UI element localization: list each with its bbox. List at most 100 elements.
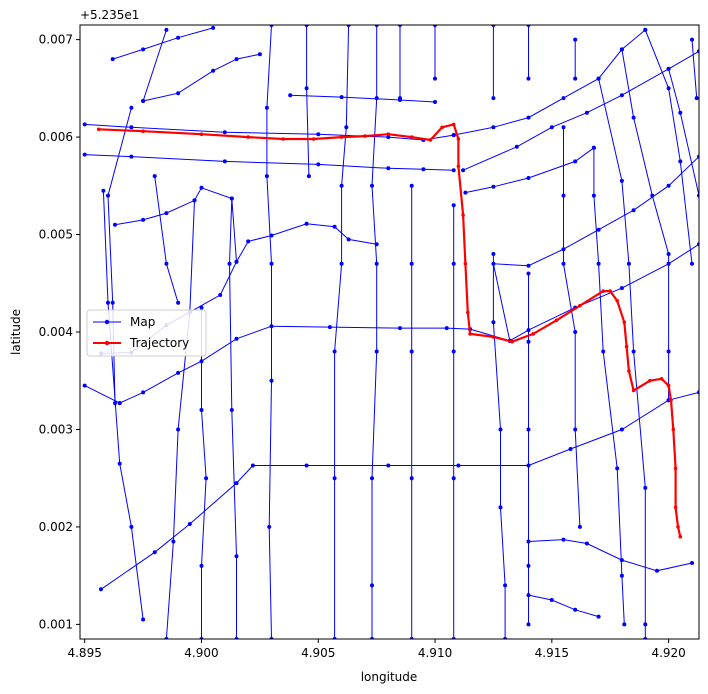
- map-node-10-6: [386, 463, 391, 468]
- map-road-segment-27: [371, 25, 378, 639]
- map-node-35-0: [526, 271, 531, 276]
- trajectory-point-4: [281, 137, 286, 141]
- map-road-segment-2: [112, 27, 214, 60]
- map-node-7-4: [332, 224, 337, 229]
- map-road-segment-17: [492, 156, 699, 341]
- map-node-43-0: [690, 37, 694, 42]
- map-node-31-1: [451, 261, 456, 266]
- map-node-38-3: [601, 349, 606, 354]
- map-node-1-6: [451, 168, 456, 173]
- x-axis-ticks: 4.895 4.900 4.905 4.910 4.915 4.920: [67, 639, 686, 660]
- map-node-20-1: [164, 261, 169, 266]
- map-node-31-2: [451, 349, 456, 354]
- map-node-10-3: [234, 481, 239, 486]
- trajectory-point-22: [554, 318, 559, 323]
- map-node-25-2: [306, 174, 311, 179]
- legend-map-marker: [104, 319, 110, 325]
- map-node-26-1: [344, 125, 349, 130]
- map-node-20-0: [152, 174, 157, 179]
- map-node-0-0: [82, 122, 87, 127]
- map-node-36-3: [573, 330, 578, 334]
- map-road-segment-12: [528, 539, 693, 572]
- trajectory-point-6: [339, 135, 344, 139]
- map-node-38-5: [619, 573, 624, 578]
- map-node-26-2: [339, 183, 344, 188]
- map-node-40-4: [666, 349, 671, 354]
- map-node-38-2: [596, 261, 601, 266]
- map-node-33-0: [491, 252, 496, 256]
- map-node-41-0: [643, 27, 648, 32]
- map-node-40-3: [666, 252, 671, 256]
- trajectory-point-19: [491, 335, 496, 339]
- map-node-12-1: [561, 537, 566, 542]
- map-node-3-4: [257, 52, 262, 57]
- map-node-33-3: [498, 505, 503, 510]
- map-node-35-1: [526, 339, 531, 344]
- map-node-31-0: [451, 203, 456, 208]
- map-node-7-3: [304, 221, 309, 226]
- map-node-21-3: [171, 539, 176, 544]
- map-node-41-2: [678, 159, 683, 164]
- map-node-10-4: [250, 463, 255, 468]
- map-node-13-1: [514, 144, 519, 149]
- map-road-segment-40: [621, 49, 670, 401]
- trajectory-point-23: [578, 303, 582, 308]
- map-node-35-3: [526, 563, 531, 568]
- map-node-19-3: [129, 524, 134, 529]
- map-node-1-1: [129, 154, 134, 159]
- map-node-38-4: [615, 466, 620, 471]
- map-node-26-4: [332, 349, 337, 354]
- map-node-10-10: [619, 427, 624, 432]
- y-tick-label-0: 0.001: [39, 617, 73, 631]
- trajectory-point-2: [199, 132, 204, 136]
- map-node-1-0: [82, 152, 87, 157]
- map-node-8-4: [234, 336, 239, 341]
- trajectory-point-25: [608, 289, 612, 293]
- map-node-7-5: [346, 237, 351, 242]
- map-node-22-0: [199, 305, 204, 310]
- map-node-33-2: [498, 427, 503, 432]
- map-node-36-2: [561, 261, 566, 266]
- map-node-19-4: [141, 617, 146, 622]
- map-node-12-4: [655, 568, 659, 573]
- map-node-4-1: [141, 99, 146, 103]
- y-tick-label-4: 0.005: [39, 228, 73, 242]
- map-node-32-1: [491, 96, 496, 101]
- map-node-40-2: [650, 193, 655, 198]
- trajectory-point-3: [246, 135, 250, 139]
- map-node-41-1: [666, 86, 671, 91]
- y-axis-ticks: 0.001 0.002 0.003 0.004 0.005 0.006 0.007: [39, 33, 80, 631]
- map-node-24-4: [269, 378, 274, 383]
- map-node-22-1: [199, 408, 204, 412]
- legend-map-label: Map: [130, 315, 155, 329]
- map-node-7-0: [234, 259, 239, 264]
- x-tick-label-1: 4.900: [184, 646, 218, 660]
- map-node-27-6: [370, 583, 374, 588]
- map-node-1-2: [222, 159, 227, 164]
- legend-trajectory-marker: [104, 340, 110, 346]
- trajectory-point-16: [463, 262, 468, 266]
- map-node-31-3: [451, 476, 456, 481]
- map-node-5-1: [339, 95, 344, 100]
- x-tick-label-4: 4.915: [535, 646, 569, 660]
- map-node-18-1: [106, 193, 110, 198]
- map-node-17-6: [666, 183, 671, 188]
- map-node-8-7: [398, 326, 402, 331]
- map-node-3-3: [234, 57, 239, 62]
- map-node-43-1: [694, 96, 699, 101]
- trajectory-point-39: [678, 534, 683, 539]
- map-node-35-2: [526, 427, 531, 432]
- map-node-6-7: [218, 293, 223, 297]
- map-node-20-2: [176, 300, 181, 305]
- map-road-segment-11: [528, 594, 599, 618]
- map-node-42-1: [678, 110, 683, 115]
- map-road-segment-16: [509, 243, 699, 342]
- map-node-10-9: [568, 447, 573, 451]
- map-node-34-1: [526, 76, 531, 81]
- map-node-8-8: [444, 326, 449, 331]
- y-axis-offset-text: +5.235e1: [80, 8, 139, 22]
- y-tick-label-1: 0.002: [39, 520, 73, 534]
- map-node-15-2: [526, 176, 531, 180]
- map-node-13-0: [461, 168, 466, 173]
- map-node-39-0: [596, 76, 601, 81]
